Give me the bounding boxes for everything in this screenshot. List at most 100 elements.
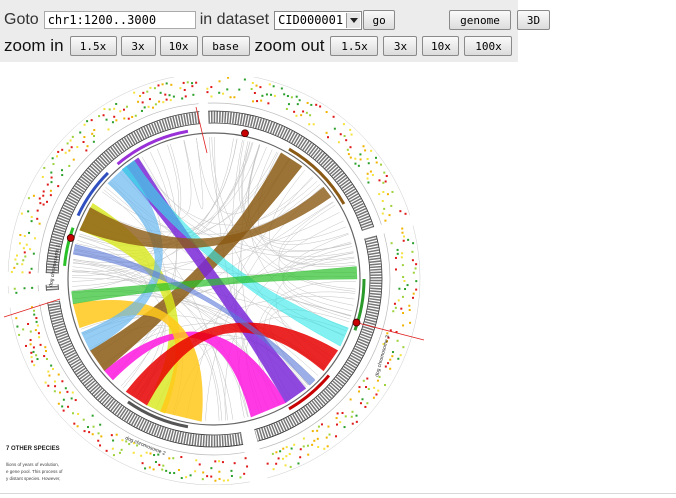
zoom-out-100x-button[interactable]: 100x: [464, 36, 513, 56]
track-dot: [51, 157, 54, 160]
track-dot: [119, 110, 122, 113]
track-dot: [20, 212, 23, 215]
track-dot: [350, 133, 353, 136]
track-dot: [378, 179, 381, 182]
ideogram-highlight: [353, 278, 366, 331]
track-dot: [359, 158, 362, 161]
track-dot: [270, 93, 273, 96]
track-dot: [415, 263, 418, 266]
go-button[interactable]: go: [363, 10, 396, 30]
track-dot: [132, 442, 135, 445]
synteny-ribbons: [71, 152, 358, 422]
track-dot: [100, 435, 103, 438]
track-dot: [68, 164, 71, 167]
track-dot: [289, 465, 292, 468]
track-dot: [261, 94, 264, 97]
track-dot: [309, 114, 312, 117]
dataset-select[interactable]: CID000001: [274, 10, 363, 30]
track-dot: [93, 129, 96, 132]
track-dot: [311, 443, 314, 446]
track-dot: [343, 426, 346, 429]
track-dot: [194, 470, 197, 473]
ideogram-outline: [57, 123, 201, 274]
track-dot: [13, 266, 16, 269]
track-dot: [316, 429, 319, 432]
chevron-down-icon[interactable]: [346, 12, 361, 28]
track-dot: [36, 324, 39, 327]
circos-genome-plot[interactable]: dog chromosome 2 dog chromosome 1 dog ch…: [0, 77, 428, 485]
track-dot: [404, 288, 407, 291]
track-dot: [336, 412, 339, 415]
track-dot: [354, 157, 357, 160]
track-dot: [180, 456, 183, 459]
track-dot: [355, 414, 358, 417]
track-dot: [328, 433, 331, 436]
track-dot: [396, 252, 399, 255]
track-dot: [185, 476, 188, 479]
track-dot: [412, 292, 415, 295]
track-dot: [386, 193, 389, 196]
track-dot: [195, 81, 198, 84]
track-dot: [148, 98, 151, 101]
track-dot: [90, 119, 93, 122]
track-dot: [411, 250, 414, 253]
track-dot: [146, 90, 149, 93]
zoom-in-10x-button[interactable]: 10x: [159, 36, 198, 56]
track-dot: [14, 258, 17, 261]
track-dot: [102, 114, 105, 117]
track-dot: [295, 114, 298, 117]
zoom-in-1-5x-button[interactable]: 1.5x: [69, 36, 117, 56]
track-dot: [107, 128, 110, 131]
genome-button[interactable]: genome: [449, 10, 511, 30]
track-dot: [30, 306, 33, 309]
track-dot: [293, 443, 296, 446]
track-dot: [401, 295, 404, 298]
track-dot: [70, 397, 73, 400]
synteny-ribbon: [71, 266, 358, 305]
track-dot: [229, 96, 232, 99]
track-dot: [83, 136, 86, 139]
track-dot: [290, 447, 293, 450]
track-dot: [408, 304, 411, 307]
track-dot: [299, 456, 302, 459]
zoom-out-1-5x-button[interactable]: 1.5x: [330, 36, 379, 56]
track-dot: [153, 454, 156, 457]
track-dot: [99, 423, 102, 426]
track-dot: [115, 102, 118, 105]
track-dot: [44, 350, 47, 353]
track-dot: [64, 151, 67, 154]
track-dot: [218, 477, 221, 480]
track-dot: [351, 422, 354, 425]
track-dot: [139, 95, 142, 98]
location-input[interactable]: [43, 11, 196, 29]
ideogram-outline: [257, 235, 383, 442]
track-dot: [210, 95, 213, 98]
track-guide-ring: [207, 102, 382, 225]
zoom-in-base-button[interactable]: base: [201, 36, 250, 56]
track-dot: [21, 271, 24, 274]
track-dot: [412, 296, 415, 299]
track-dot: [87, 426, 90, 429]
zoom-out-3x-button[interactable]: 3x: [383, 36, 418, 56]
track-dot: [62, 409, 65, 412]
track-guide-ring: [39, 303, 245, 456]
track-dot: [396, 248, 399, 251]
track-dot: [282, 447, 285, 450]
track-dot: [407, 238, 410, 241]
3d-button[interactable]: 3D: [517, 10, 550, 30]
track-dot: [404, 212, 407, 215]
track-dot: [36, 217, 39, 220]
track-dot: [347, 153, 350, 156]
zoom-in-3x-button[interactable]: 3x: [120, 36, 156, 56]
track-dot: [141, 101, 144, 104]
track-dot: [50, 364, 53, 367]
zoom-out-10x-button[interactable]: 10x: [422, 36, 460, 56]
track-dot: [400, 307, 403, 310]
track-dot: [153, 87, 156, 90]
track-dot: [16, 254, 19, 257]
track-dot: [374, 156, 377, 159]
indicator-line: [353, 321, 425, 341]
track-dot: [366, 172, 369, 175]
track-dot: [93, 134, 96, 137]
track-guide-ring: [259, 233, 391, 450]
